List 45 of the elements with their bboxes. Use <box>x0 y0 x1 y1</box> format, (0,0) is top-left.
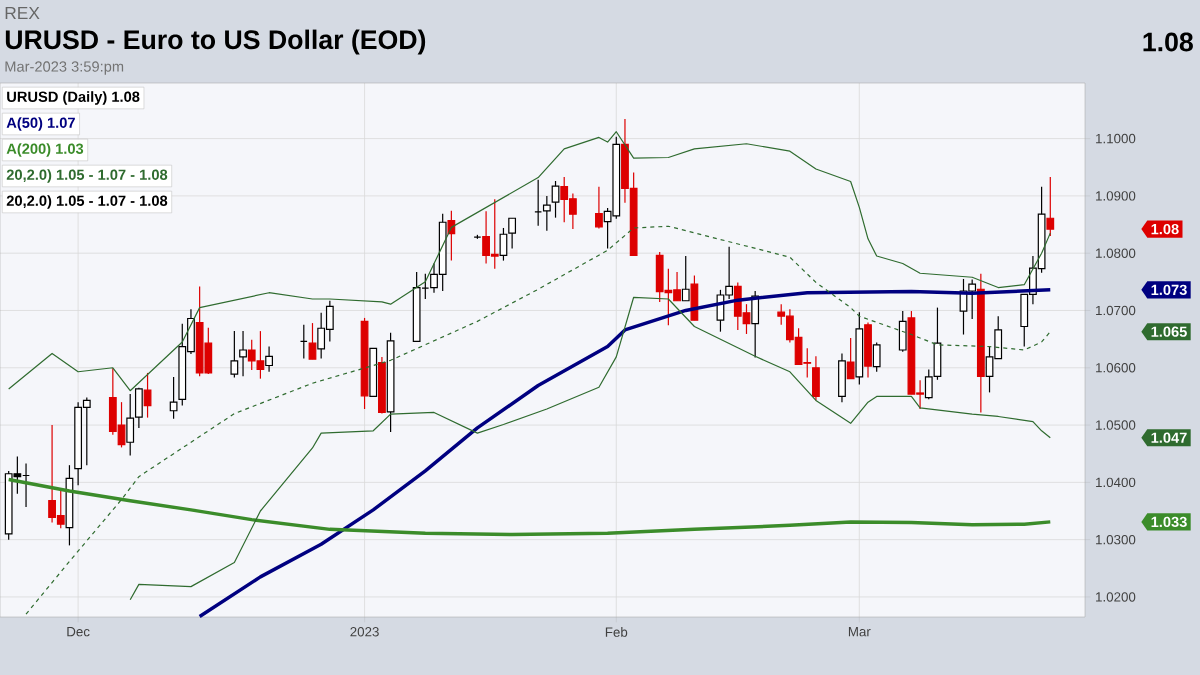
candlestick <box>143 372 152 419</box>
candlestick <box>846 337 855 380</box>
x-tick-label: Mar <box>848 627 871 637</box>
candlestick <box>1046 176 1055 237</box>
text: 1.065 <box>1151 326 1187 337</box>
y-tick-label: 1.0300 <box>1096 534 1136 545</box>
candlestick <box>551 180 560 219</box>
candlestick <box>681 255 690 302</box>
chart-title: URUSD - Euro to US Dollar (EOD) <box>5 29 426 55</box>
candlestick <box>169 376 178 420</box>
x-tick-label: Feb <box>605 627 628 637</box>
candlestick <box>239 330 247 377</box>
line-series <box>6 477 1053 537</box>
candlestick <box>265 345 273 373</box>
y-tick-label: 1.0500 <box>1096 420 1136 430</box>
text: 1.047 <box>1151 432 1187 443</box>
text: A(50) 1.07 <box>6 117 75 131</box>
x-tick-label: 2023 <box>350 627 379 637</box>
y-tick-label: 1.0800 <box>1096 248 1136 258</box>
y-tick-label: 1.0900 <box>1096 191 1136 201</box>
y-tick-label: 1.0700 <box>1096 305 1136 316</box>
y-tick-label: 1.1000 <box>1096 133 1136 144</box>
text: URUSD (Daily) 1.08 <box>7 91 140 105</box>
text: 1.08 <box>1143 32 1193 52</box>
y-tick-label: 1.0600 <box>1096 363 1136 373</box>
line-series <box>25 225 1051 615</box>
candlestick <box>542 195 551 232</box>
candlestick <box>595 186 603 230</box>
y-tick-label: 1.0400 <box>1096 477 1136 488</box>
text: 1.033 <box>1151 516 1187 528</box>
candlestick <box>872 341 881 373</box>
line-series <box>8 131 1051 392</box>
chart-subtitle: Mar-2023 3:59:pm <box>5 61 124 75</box>
text: 1.073 <box>1151 284 1187 296</box>
annotation: 20,2.0) 1.05 - 1.07 - 1.08 <box>6 195 168 209</box>
candlestick <box>508 217 517 250</box>
y-tick-label: 1.0200 <box>1096 592 1136 602</box>
x-tick-label: Dec <box>67 627 90 637</box>
text: A(200) 1.03 <box>6 143 84 157</box>
text: 1.08 <box>1151 223 1179 235</box>
annotation: 20,2.0) 1.05 - 1.07 - 1.08 <box>6 169 168 183</box>
candlestick <box>499 227 508 262</box>
text: REX <box>5 7 40 19</box>
candlestick <box>308 322 317 360</box>
candlestick <box>230 330 239 379</box>
